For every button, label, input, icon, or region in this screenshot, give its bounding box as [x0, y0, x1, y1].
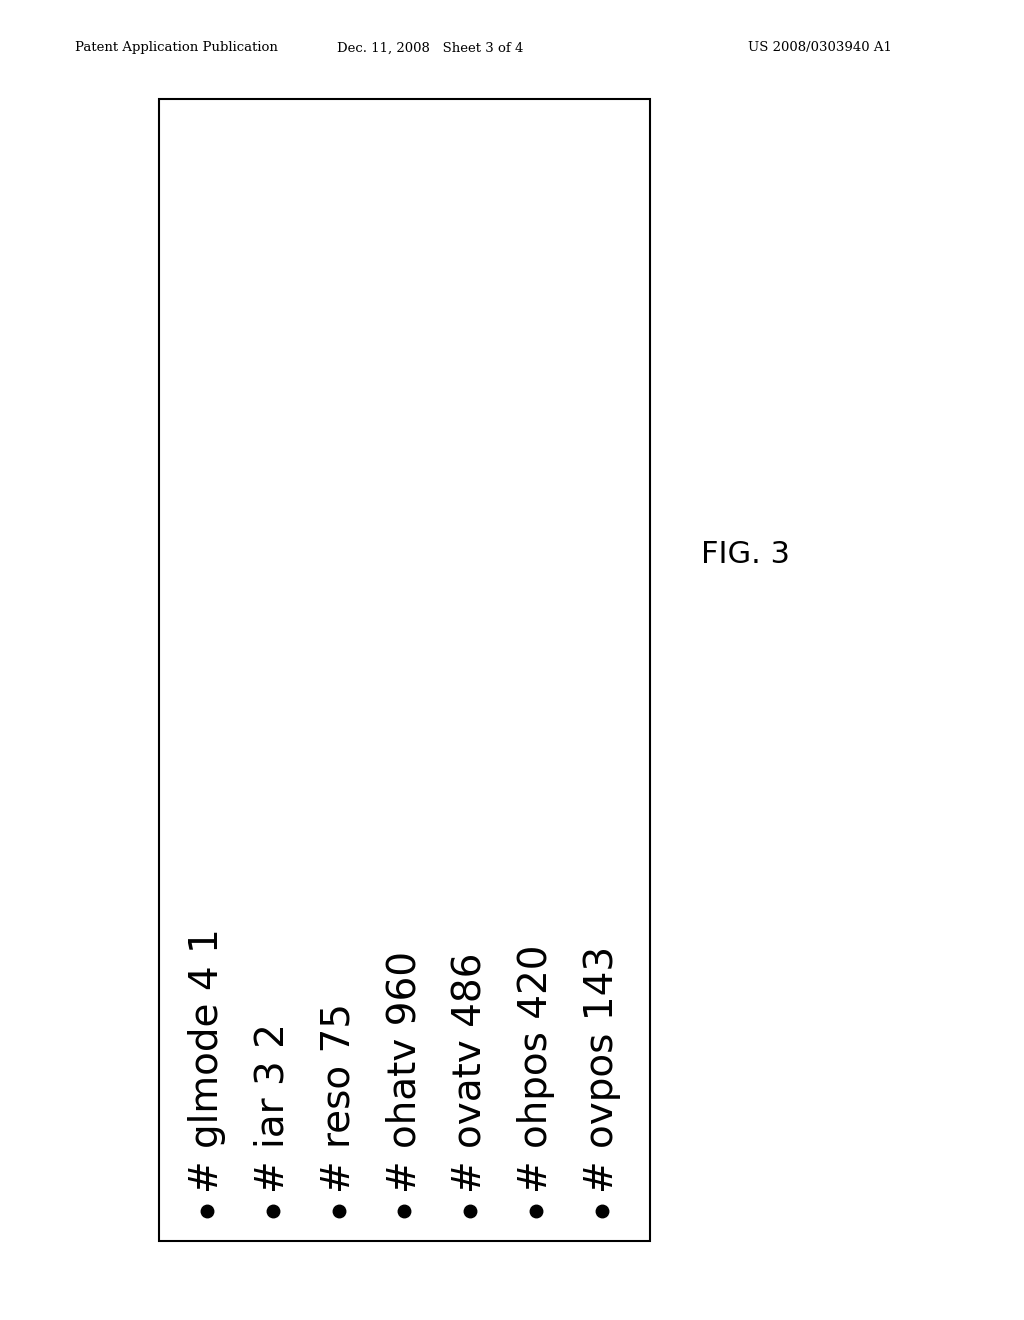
Text: # ohpos 420: # ohpos 420 [517, 944, 555, 1193]
Text: # iar 3 2: # iar 3 2 [254, 1023, 292, 1193]
Text: # glmode 4 1: # glmode 4 1 [187, 928, 225, 1193]
Text: # ovatv 486: # ovatv 486 [452, 952, 489, 1193]
Text: # reso 75: # reso 75 [319, 1003, 357, 1193]
Text: Dec. 11, 2008   Sheet 3 of 4: Dec. 11, 2008 Sheet 3 of 4 [337, 41, 523, 54]
Text: # ohatv 960: # ohatv 960 [385, 950, 424, 1193]
Text: US 2008/0303940 A1: US 2008/0303940 A1 [749, 41, 892, 54]
Text: FIG. 3: FIG. 3 [701, 540, 791, 569]
Text: Patent Application Publication: Patent Application Publication [75, 41, 278, 54]
Text: # ovpos 143: # ovpos 143 [584, 945, 622, 1193]
Bar [159, 99, 650, 1241]
